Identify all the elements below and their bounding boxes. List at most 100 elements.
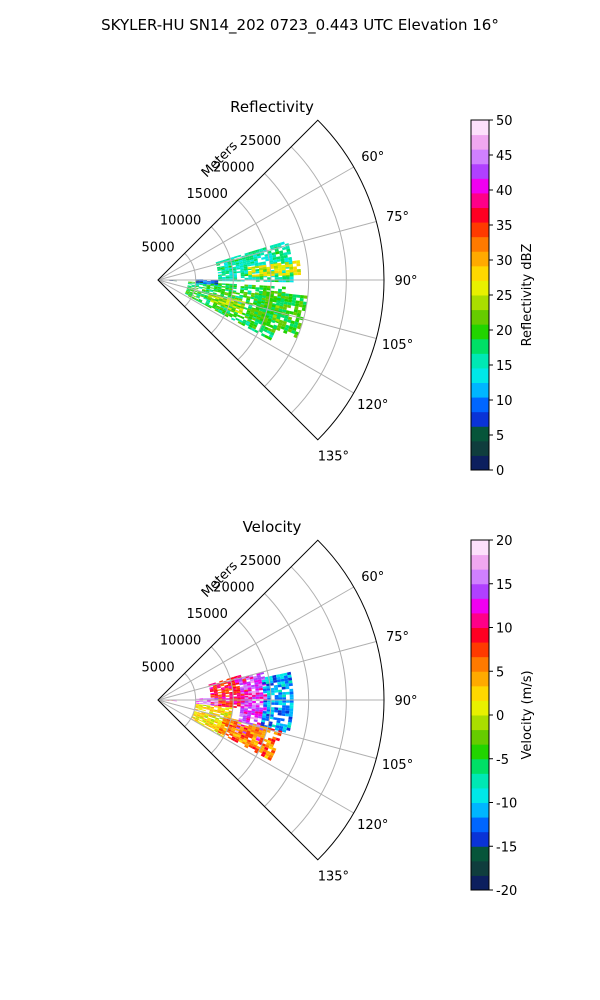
- echo-cell: [229, 721, 234, 724]
- echo-cell: [222, 701, 226, 703]
- echo-cell: [268, 754, 274, 759]
- echo-cell: [214, 692, 218, 694]
- echo-cell: [228, 264, 232, 267]
- echo-cell: [296, 260, 301, 264]
- echo-cell: [212, 294, 217, 297]
- echo-cell: [282, 700, 287, 703]
- echo-cell: [207, 718, 211, 721]
- echo-cell: [251, 308, 256, 312]
- echo-cell: [221, 268, 225, 271]
- echo-cell: [221, 691, 226, 694]
- echo-cell: [240, 272, 245, 275]
- echo-cell: [280, 255, 285, 259]
- echo-cell: [221, 731, 226, 735]
- echo-cell: [262, 730, 267, 735]
- echo-cell: [225, 285, 230, 287]
- echo-cell: [225, 269, 229, 272]
- echo-cell: [280, 326, 286, 330]
- angle-tick-label: 105°: [382, 758, 413, 773]
- echo-cell: [203, 281, 207, 283]
- echo-cell: [222, 720, 227, 724]
- echo-cell: [232, 271, 237, 274]
- echo-cell: [220, 725, 225, 729]
- echo-cell: [231, 728, 236, 732]
- echo-cell: [232, 725, 237, 729]
- echo-cell: [250, 731, 255, 735]
- echo-cell: [278, 288, 282, 292]
- echo-cell: [225, 695, 230, 697]
- echo-cell: [237, 733, 242, 737]
- echo-cell: [225, 692, 230, 695]
- echo-cell: [251, 712, 255, 716]
- echo-cell: [222, 259, 227, 262]
- angle-tick-label: 90°: [394, 694, 417, 709]
- echo-cell: [216, 713, 221, 716]
- echo-cell: [254, 292, 259, 295]
- echo-cell: [289, 702, 294, 706]
- echo-cell: [214, 721, 218, 724]
- echo-cell: [242, 729, 248, 733]
- echo-cell: [246, 681, 251, 684]
- echo-cell: [229, 693, 234, 696]
- echo-cell: [293, 309, 298, 313]
- echo-cell: [236, 689, 241, 692]
- echo-cell: [285, 264, 290, 268]
- echo-cell: [240, 690, 245, 693]
- range-tick-label: 5000: [142, 660, 175, 675]
- echo-cell: [215, 298, 220, 301]
- echo-cell: [235, 306, 240, 310]
- echo-cell: [233, 283, 237, 286]
- echo-cell: [258, 248, 264, 252]
- angle-tick-label: 90°: [394, 274, 417, 289]
- echo-cell: [237, 701, 241, 704]
- echo-cell: [258, 310, 263, 314]
- echo-cell: [263, 694, 268, 697]
- echo-cell: [270, 690, 275, 693]
- echo-cell: [254, 260, 259, 264]
- echo-cell: [221, 269, 226, 272]
- echo-cell: [210, 300, 215, 303]
- echo-cell: [199, 716, 204, 719]
- echo-cell: [247, 710, 252, 713]
- echo-cell: [185, 292, 190, 295]
- echo-cell: [279, 725, 284, 730]
- colorbar-swatch: [471, 685, 489, 701]
- echo-cell: [271, 319, 276, 324]
- echo-cell: [200, 294, 205, 297]
- echo-cell: [257, 734, 262, 738]
- echo-cell: [216, 686, 221, 689]
- echo-cell: [211, 716, 216, 719]
- echo-cell: [242, 680, 247, 683]
- echo-cell: [216, 724, 221, 728]
- colorbar-swatch: [471, 440, 489, 456]
- echo-cell: [302, 304, 307, 309]
- echo-cell: [262, 264, 267, 268]
- echo-cell: [259, 287, 264, 290]
- echo-cell: [221, 694, 226, 696]
- echo-cell: [186, 289, 191, 291]
- echo-cell: [201, 712, 206, 715]
- echo-cell: [287, 671, 292, 676]
- echo-cell: [244, 708, 248, 711]
- echo-cell: [229, 704, 234, 706]
- echo-cell: [297, 322, 303, 327]
- echo-cell: [249, 322, 254, 326]
- echo-cell: [251, 708, 256, 712]
- range-tick-label: 5000: [142, 240, 175, 255]
- echo-cell: [251, 727, 256, 731]
- echo-region: [217, 716, 283, 761]
- echo-cell: [238, 259, 243, 263]
- echo-cell: [260, 735, 265, 739]
- echo-cell: [287, 304, 292, 309]
- echo-cell: [257, 677, 262, 680]
- echo-cell: [251, 250, 256, 254]
- echo-cell: [265, 299, 270, 303]
- echo-cell: [258, 290, 263, 294]
- azimuth-gridline: [157, 699, 377, 759]
- echo-cell: [206, 285, 211, 288]
- echo-cell: [254, 309, 259, 313]
- echo-cell: [198, 299, 203, 303]
- polar-grid: [157, 146, 384, 441]
- echo-cell: [217, 710, 222, 712]
- echo-cell: [229, 733, 234, 737]
